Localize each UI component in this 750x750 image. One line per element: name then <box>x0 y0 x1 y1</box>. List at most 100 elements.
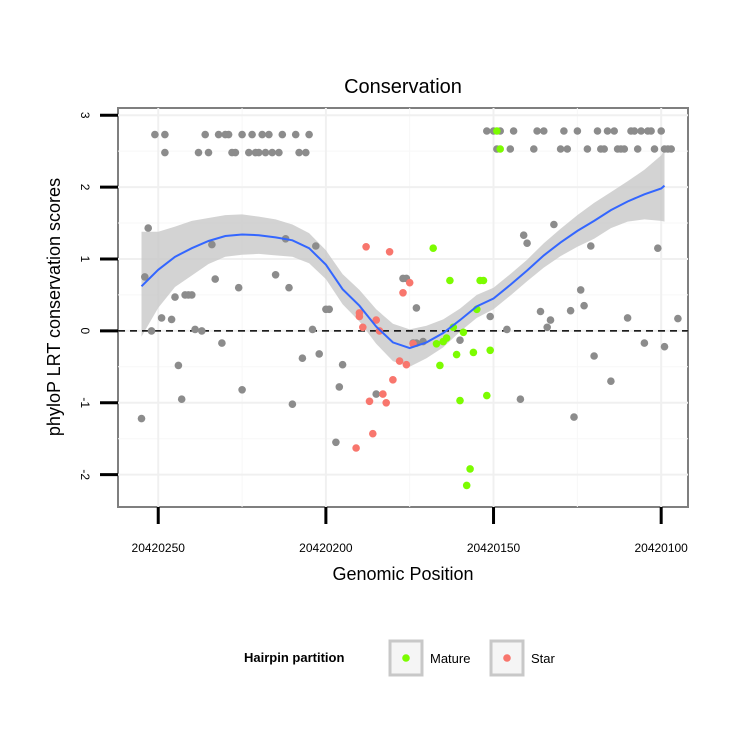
data-point-other <box>167 315 176 324</box>
data-point-other <box>516 395 525 404</box>
x-tick-label: 20420200 <box>299 541 353 555</box>
data-point-star <box>382 399 391 407</box>
data-point-mature <box>459 328 468 337</box>
data-point-other <box>540 127 548 135</box>
data-point-other <box>550 220 558 229</box>
plot-area <box>117 107 689 508</box>
data-point-other <box>607 377 615 386</box>
data-point-other <box>144 224 152 232</box>
data-point-other <box>560 127 568 135</box>
data-point-other <box>265 130 273 139</box>
data-point-other <box>543 323 551 332</box>
data-point-other <box>630 127 639 135</box>
data-point-other <box>593 127 602 135</box>
data-point-mature <box>493 127 501 135</box>
data-point-other <box>261 148 270 157</box>
data-point-other <box>580 301 588 310</box>
data-point-mature <box>452 350 461 359</box>
x-tick-label: 20420100 <box>634 541 688 555</box>
data-point-other <box>647 127 655 135</box>
data-point-other <box>174 361 183 370</box>
y-tick-label: 0 <box>78 328 92 335</box>
data-point-other <box>503 325 511 334</box>
smooth-line-layer <box>140 184 666 350</box>
data-point-mature <box>429 244 438 252</box>
data-point-star <box>362 243 370 251</box>
data-point-other <box>335 383 344 391</box>
data-point-other <box>620 145 629 153</box>
data-point-other <box>587 242 595 250</box>
y-tick-label: 1 <box>78 256 92 263</box>
data-point-other <box>308 325 317 334</box>
data-point-other <box>305 130 313 139</box>
data-point-other <box>325 305 334 314</box>
y-tick-label: -2 <box>78 469 92 480</box>
data-point-other <box>570 413 578 421</box>
legend-marker-mature <box>402 654 410 662</box>
data-point-mature <box>446 276 454 285</box>
data-point-other <box>372 390 381 398</box>
y-axis-title: phyloP LRT conservation scores <box>44 178 64 436</box>
data-point-star <box>379 390 387 398</box>
data-point-star <box>399 289 407 297</box>
data-point-other <box>509 127 518 135</box>
data-point-other <box>650 145 659 153</box>
data-point-other <box>137 414 146 423</box>
data-point-other <box>295 148 303 157</box>
data-point-mature <box>469 348 478 357</box>
data-point-other <box>566 306 575 315</box>
data-point-other <box>151 130 159 139</box>
data-point-other <box>288 400 297 409</box>
data-point-other <box>573 127 582 135</box>
data-point-other <box>201 130 209 139</box>
data-point-other <box>171 293 179 301</box>
data-point-other <box>177 395 186 404</box>
legend: Hairpin partition Mature Star <box>244 639 556 677</box>
data-point-mature <box>442 334 451 342</box>
data-point-star <box>355 312 364 321</box>
data-point-other <box>456 336 464 345</box>
data-point-star <box>405 278 414 287</box>
loess-smooth-line <box>140 184 666 350</box>
data-point-other <box>536 307 545 316</box>
data-point-other <box>191 325 199 334</box>
data-point-other <box>523 239 531 247</box>
data-point-other <box>188 291 196 299</box>
data-point-other <box>302 148 310 157</box>
data-point-other <box>546 316 555 324</box>
data-point-other <box>506 145 515 153</box>
x-axis-title: Genomic Position <box>332 564 473 584</box>
data-point-mature <box>462 481 471 490</box>
data-point-other <box>519 231 528 239</box>
data-point-mature <box>479 276 488 285</box>
data-point-other <box>610 127 618 135</box>
data-point-other <box>147 327 156 335</box>
data-point-other <box>486 312 495 321</box>
data-point-mature <box>432 340 441 348</box>
data-point-mature <box>496 145 505 153</box>
data-point-other <box>204 148 213 157</box>
data-point-other <box>218 339 226 347</box>
data-point-other <box>623 314 632 322</box>
data-point-other <box>640 339 649 347</box>
data-point-other <box>208 240 216 249</box>
data-point-other <box>657 127 665 135</box>
data-point-star <box>365 397 374 406</box>
data-point-other <box>590 352 598 360</box>
data-point-other <box>483 127 491 135</box>
data-point-star <box>352 444 360 452</box>
data-point-mature <box>483 391 491 400</box>
data-point-star <box>402 360 411 369</box>
data-point-other <box>161 130 169 139</box>
data-point-other <box>234 283 243 292</box>
data-point-other <box>563 145 572 153</box>
data-point-other <box>332 438 340 447</box>
data-point-other <box>312 242 320 250</box>
data-point-other <box>258 130 267 139</box>
data-point-star <box>389 376 397 384</box>
data-point-other <box>315 350 324 358</box>
chart-title: Conservation <box>344 76 462 98</box>
data-point-other <box>194 148 203 157</box>
data-point-other <box>633 145 642 153</box>
